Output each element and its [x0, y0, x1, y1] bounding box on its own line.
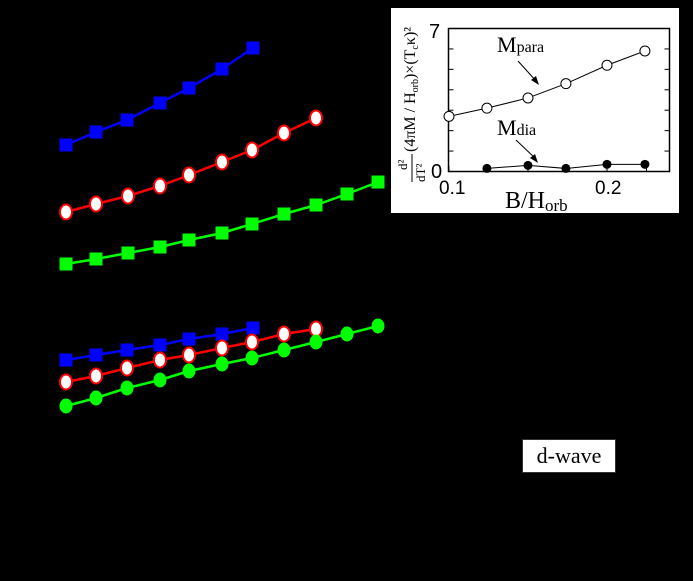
lower-green-marker	[215, 356, 229, 372]
lower-green-marker	[309, 334, 323, 350]
upper-green-marker	[309, 198, 323, 212]
upper-blue-marker	[120, 113, 134, 127]
inset-ticks	[448, 48, 670, 172]
upper-green-marker	[182, 233, 196, 247]
mpara-marker	[522, 92, 534, 104]
lower-green-marker	[59, 398, 73, 414]
upper-green-marker	[277, 207, 291, 221]
dwave-label: d-wave	[522, 439, 616, 473]
upper-green-line	[65, 180, 379, 266]
mpara-line	[448, 50, 646, 117]
upper-blue-marker	[215, 62, 229, 76]
lower-red-marker	[120, 359, 134, 377]
mdia-marker	[523, 160, 533, 170]
lower-blue-marker	[215, 327, 229, 341]
inset-ytick-7: 7	[429, 21, 440, 43]
svg-text:dT²: dT²	[413, 164, 428, 182]
svg-text:(4πM / Horb)×(Tcκ)²: (4πM / Horb)×(Tcκ)²	[402, 27, 421, 152]
mdia-marker	[561, 163, 571, 173]
lower-green-marker	[120, 380, 134, 396]
upper-green-marker	[340, 187, 354, 201]
lower-red-marker	[277, 325, 291, 343]
inset-chart: 7 0 0.1 0.2 B/Horb d² dT² (4πM / Horb)×(…	[391, 8, 679, 213]
inset-frame	[447, 27, 671, 173]
inset-series-group	[443, 45, 651, 173]
inset-ytick-0: 0	[431, 161, 442, 183]
lower-red-marker	[59, 373, 73, 391]
upper-green-marker	[59, 257, 73, 271]
inset-xtick-0.2: 0.2	[595, 178, 621, 199]
upper-red-marker	[59, 203, 73, 221]
upper-red-marker	[277, 124, 291, 142]
inset-label-mpara: Mpara	[497, 32, 544, 57]
inset-label-mdia: Mdia	[497, 115, 536, 140]
upper-red-marker	[89, 195, 103, 213]
mdia-marker	[482, 163, 492, 173]
mpara-marker	[639, 45, 651, 57]
inset-svg: 7 0 0.1 0.2 B/Horb d² dT² (4πM / Horb)×(…	[395, 21, 671, 213]
svg-text:d²: d²	[395, 160, 410, 171]
mdia-arrow-line	[515, 139, 537, 160]
lower-red-marker	[245, 333, 259, 351]
upper-green-marker	[215, 226, 229, 240]
lower-green-marker	[340, 326, 354, 342]
upper-red-marker	[182, 166, 196, 184]
mpara-marker	[443, 110, 455, 122]
lower-green-marker	[371, 318, 385, 334]
lower-red-marker	[89, 367, 103, 385]
lower-blue-marker	[89, 348, 103, 362]
mpara-arrowhead-icon	[531, 76, 539, 85]
upper-blue-marker	[153, 96, 167, 110]
upper-green-marker	[121, 246, 135, 260]
upper-red-marker	[245, 141, 259, 159]
upper-blue-marker	[246, 41, 260, 55]
lower-blue-marker	[153, 338, 167, 352]
lower-blue-marker	[59, 353, 73, 367]
lower-red-marker	[153, 351, 167, 369]
upper-green-marker	[89, 252, 103, 266]
mpara-marker	[481, 102, 493, 114]
lower-green-marker	[89, 390, 103, 406]
lower-blue-marker	[120, 343, 134, 357]
lower-red-marker	[182, 346, 196, 364]
lower-red-marker	[215, 339, 229, 357]
upper-red-marker	[215, 153, 229, 171]
inset-xlabel: B/Horb	[505, 188, 568, 213]
upper-green-marker	[371, 175, 385, 189]
lower-green-marker	[277, 342, 291, 358]
upper-green-marker	[245, 217, 259, 231]
upper-blue-marker	[59, 138, 73, 152]
mpara-marker	[601, 59, 613, 71]
mpara-marker	[560, 78, 572, 90]
upper-green-marker	[153, 240, 167, 254]
upper-red-marker	[153, 177, 167, 195]
lower-green-marker	[153, 372, 167, 388]
lower-blue-marker	[246, 321, 260, 335]
upper-red-marker	[121, 187, 135, 205]
upper-blue-marker	[182, 81, 196, 95]
inset-ylabel: d² dT² (4πM / Horb)×(Tcκ)²	[395, 27, 428, 182]
mdia-arrowhead-icon	[530, 154, 538, 163]
upper-red-marker	[309, 109, 323, 127]
lower-green-marker	[182, 363, 196, 379]
lower-blue-marker	[182, 332, 196, 346]
inset-xtick-0.1: 0.1	[439, 178, 465, 199]
lower-red-marker	[309, 320, 323, 338]
mdia-marker	[602, 159, 612, 169]
mdia-marker	[640, 159, 650, 169]
upper-blue-marker	[89, 125, 103, 139]
main-series-group	[59, 41, 385, 414]
lower-green-marker	[245, 350, 259, 366]
